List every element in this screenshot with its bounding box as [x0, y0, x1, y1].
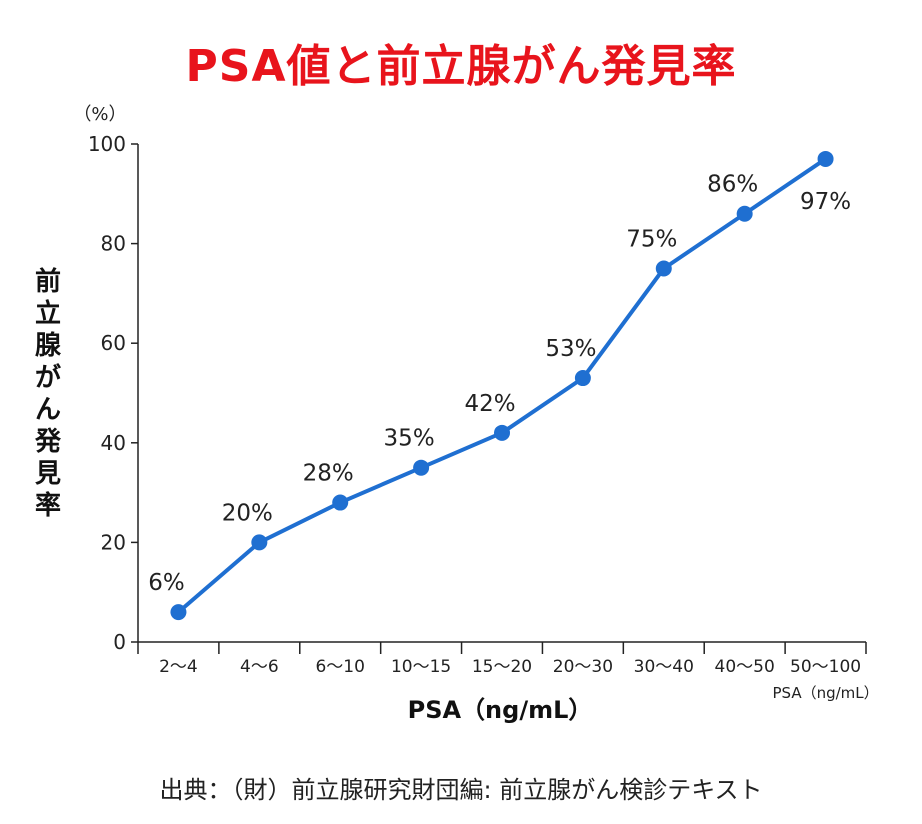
y-axis-title-char: ん	[35, 395, 61, 425]
y-axis-title-char: 率	[35, 490, 61, 521]
source-note: 出典：（財）前立腺研究財団編: 前立腺がん検診テキスト	[159, 776, 763, 804]
data-label: 97%	[800, 189, 851, 215]
data-labels: 6% 20% 28% 35% 42% 53% 75% 86% 97%	[148, 172, 851, 596]
data-point	[251, 534, 268, 551]
x-tick-label: 10～15	[391, 657, 451, 677]
y-axis-ticks: 0 20 40 60 80 100 （%）	[73, 104, 138, 654]
data-point	[494, 424, 510, 441]
data-label: 6%	[148, 570, 185, 596]
data-point	[332, 494, 349, 511]
data-series	[170, 150, 834, 621]
y-tick-label: 100	[88, 132, 126, 156]
series-line	[177, 157, 827, 614]
data-label: 20%	[222, 500, 273, 526]
x-tick-label: 40～50	[715, 657, 775, 677]
x-axis-title: PSA（ng/mL）	[408, 696, 593, 724]
y-axis-title-char: 見	[35, 459, 61, 489]
data-point	[655, 260, 672, 277]
y-axis-title-char: 発	[34, 427, 62, 457]
y-tick-label: 0	[113, 630, 126, 654]
data-point	[736, 205, 753, 222]
x-tick-label: 2～4	[159, 657, 198, 677]
y-axis-title-char: が	[35, 362, 61, 393]
x-tick-label: 20～30	[553, 657, 613, 677]
y-tick-label: 80	[101, 232, 126, 256]
data-point	[170, 604, 187, 621]
y-unit-label: （%）	[73, 104, 126, 125]
x-tick-label: 4～6	[240, 657, 279, 677]
x-tick-label: 15～20	[472, 657, 532, 677]
x-tick-label: 6～10	[315, 657, 364, 677]
x-axis-unit-small: PSA（ng/mL）	[772, 684, 878, 702]
y-axis-title-char: 前	[35, 266, 61, 297]
y-axis-title-char: 立	[35, 298, 61, 329]
axis-titles: PSA（ng/mL） 前立腺がん発見率	[34, 266, 592, 724]
y-axis-title-char: 腺	[34, 331, 62, 361]
data-label: 28%	[303, 461, 354, 487]
x-tick-label: 30～40	[634, 657, 694, 677]
data-label: 53%	[545, 336, 596, 362]
x-axis-ticks: 2～4 4～6 6～10 10～15 15～20 20～30 30～40 40～50 50～10…	[137, 642, 879, 702]
data-label: 42%	[464, 391, 515, 417]
data-point	[413, 459, 430, 476]
chart-axes	[137, 144, 866, 643]
chart-title: PSA値と前立腺がん発見率	[185, 41, 737, 92]
y-tick-label: 40	[101, 431, 126, 455]
data-label: 86%	[707, 172, 758, 198]
data-point	[574, 370, 591, 387]
data-point	[817, 150, 834, 167]
data-label: 35%	[384, 426, 435, 452]
data-label: 75%	[626, 227, 677, 253]
y-tick-label: 20	[101, 530, 126, 554]
x-tick-label: 50～100	[790, 657, 861, 677]
y-tick-label: 60	[101, 331, 126, 355]
